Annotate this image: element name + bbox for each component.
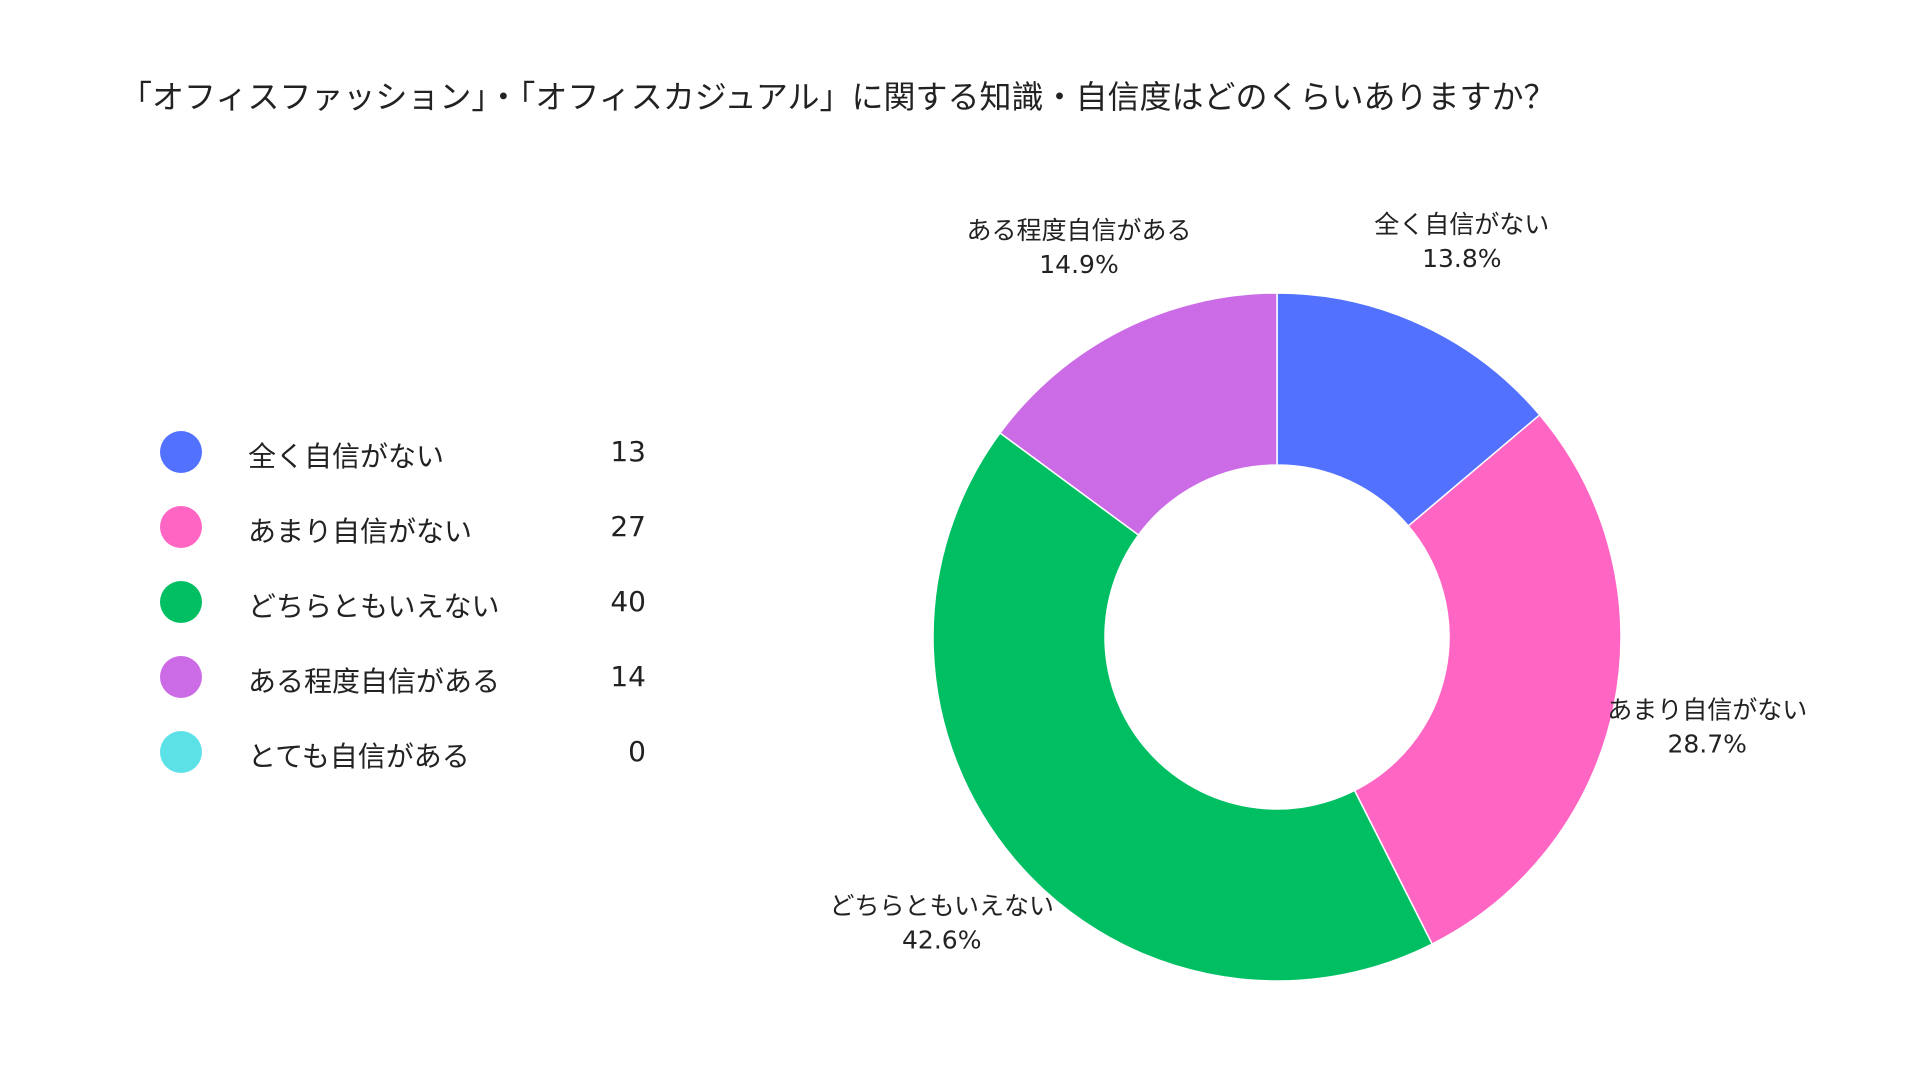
legend-value: 27 <box>610 510 646 543</box>
legend-item: とても自信がある 0 <box>160 725 660 800</box>
slice-category-label: ある程度自信がある <box>966 216 1191 245</box>
legend-swatch <box>160 581 202 623</box>
legend-label: 全く自信がない <box>248 440 445 473</box>
legend-swatch <box>160 656 202 698</box>
legend-label: どちらともいえない <box>248 590 500 623</box>
slice-percent-label: 13.8% <box>1422 244 1501 273</box>
legend-label: とても自信がある <box>248 740 470 773</box>
donut-slice <box>932 431 1434 982</box>
legend-item: あまり自信がない 27 <box>160 500 660 575</box>
legend-item: ある程度自信がある 14 <box>160 650 660 725</box>
donut-slice <box>1353 413 1622 946</box>
legend-value: 40 <box>610 585 646 618</box>
legend-value: 13 <box>610 435 646 468</box>
donut-slice <box>1276 292 1541 528</box>
legend-value: 0 <box>628 735 646 768</box>
legend-item: どちらともいえない 40 <box>160 575 660 650</box>
slice-category-label: あまり自信がない <box>1607 695 1807 724</box>
legend-swatch <box>160 506 202 548</box>
slice-percent-label: 42.6% <box>902 925 981 954</box>
slice-category-label: 全く自信がない <box>1374 210 1549 239</box>
legend-swatch <box>160 731 202 773</box>
legend-item: 全く自信がない 13 <box>160 425 660 500</box>
slice-percent-label: 14.9% <box>1039 250 1118 279</box>
legend: 全く自信がない 13 あまり自信がない 27 どちらともいえない 40 ある程度… <box>160 425 660 800</box>
legend-value: 14 <box>610 660 646 693</box>
chart-title: 「オフィスファッション」・「オフィスカジュアル」に関する知識・自信度はどのくらい… <box>120 78 1556 116</box>
legend-swatch <box>160 431 202 473</box>
legend-label: あまり自信がない <box>248 515 473 548</box>
legend-label: ある程度自信がある <box>248 665 501 698</box>
slice-percent-label: 28.7% <box>1667 729 1746 758</box>
donut-slice <box>999 292 1278 537</box>
slice-category-label: どちらともいえない <box>829 891 1054 920</box>
